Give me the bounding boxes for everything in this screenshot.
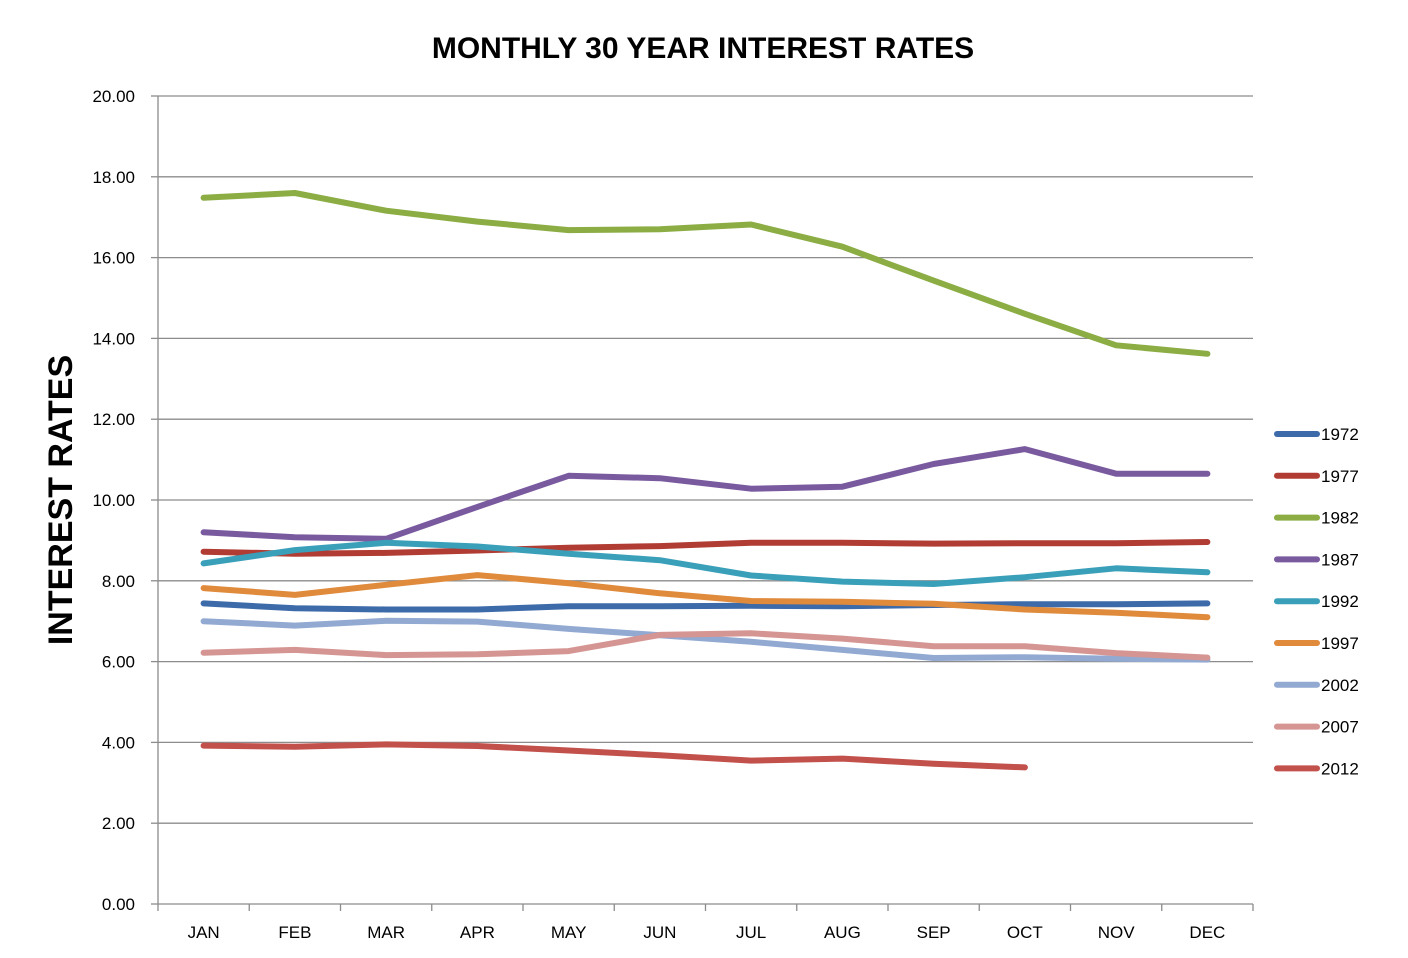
y-tick-label: 14.00 [92, 329, 135, 348]
axes [151, 95, 1254, 911]
series-line-2007 [200, 630, 1211, 661]
legend-label: 1982 [1321, 509, 1359, 528]
series-lines [200, 190, 1211, 771]
x-tick-label: NOV [1098, 923, 1136, 942]
series-line-1977 [200, 539, 1211, 557]
x-tick-label: JUN [643, 923, 676, 942]
series-line-1972 [200, 600, 1211, 613]
y-tick-label: 16.00 [92, 249, 135, 268]
y-tick-label: 0.00 [102, 895, 135, 914]
x-tick-label: AUG [824, 923, 861, 942]
chart-title: MONTHLY 30 YEAR INTEREST RATES [432, 32, 974, 65]
y-tick-label: 20.00 [92, 87, 135, 106]
legend: 1972 1977 1982 1987 1992 1997 2002 2007 2012 [1274, 425, 1359, 778]
x-tick-labels: JAN FEB MAR APR MAY JUN JUL AUG SEP OCT NOV DEC [188, 923, 1226, 942]
y-tick-label: 12.00 [92, 410, 135, 429]
y-tick-label: 2.00 [102, 814, 135, 833]
legend-label: 2002 [1321, 676, 1359, 695]
x-tick-label: DEC [1189, 923, 1225, 942]
x-tick-label: MAY [551, 923, 587, 942]
x-tick-label: APR [460, 923, 495, 942]
x-tick-label: JAN [188, 923, 220, 942]
legend-label: 1987 [1321, 550, 1359, 569]
legend-label: 1992 [1321, 592, 1359, 611]
series-line-1997 [200, 572, 1211, 621]
series-line-1992 [200, 539, 1211, 587]
legend-label: 2012 [1321, 759, 1359, 778]
y-tick-label: 10.00 [92, 491, 135, 510]
x-tick-label: FEB [278, 923, 311, 942]
series-line-2012 [200, 741, 1028, 771]
series-line-2002 [200, 617, 1211, 663]
y-tick-label: 18.00 [92, 168, 135, 187]
y-tick-label: 4.00 [102, 733, 135, 752]
x-tick-label: JUL [736, 923, 766, 942]
series-line-1982 [200, 190, 1211, 357]
legend-label: 1977 [1321, 467, 1359, 486]
gridlines [158, 95, 1253, 824]
legend-label: 1997 [1321, 634, 1359, 653]
y-tick-label: 8.00 [102, 572, 135, 591]
y-tick-label: 6.00 [102, 653, 135, 672]
x-tick-label: MAR [367, 923, 405, 942]
y-axis-label: INTEREST RATES [42, 355, 80, 645]
x-tick-label: SEP [917, 923, 951, 942]
series-line-1987 [200, 446, 1211, 542]
y-tick-labels: 0.00 2.00 4.00 6.00 8.00 10.00 12.00 14.00 16.00… [92, 87, 135, 914]
legend-label: 1972 [1321, 425, 1359, 444]
x-tick-label: OCT [1007, 923, 1043, 942]
legend-label: 2007 [1321, 718, 1359, 737]
